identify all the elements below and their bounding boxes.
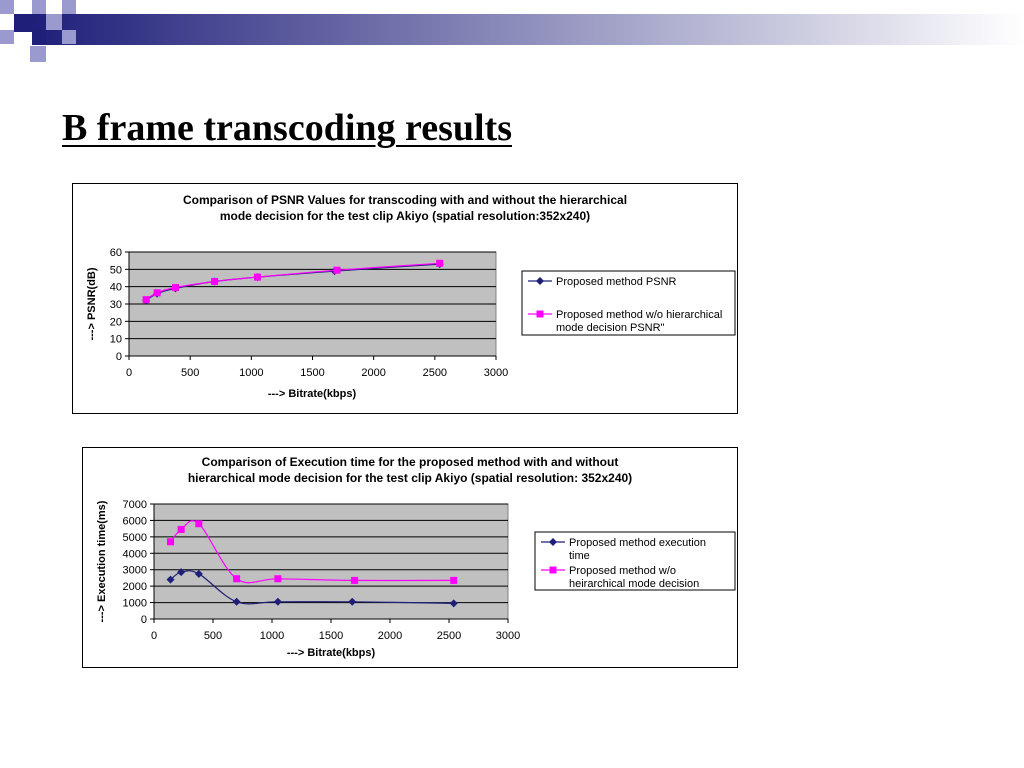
y-tick-label: 6000 — [123, 515, 147, 527]
slide-title: B frame transcoding results — [62, 107, 512, 149]
legend-marker — [549, 538, 557, 546]
legend-box — [534, 531, 736, 591]
y-tick-label: 2000 — [123, 581, 147, 593]
data-point — [232, 597, 241, 606]
data-point — [211, 277, 219, 285]
data-point — [351, 576, 359, 584]
y-tick-label: 7000 — [123, 499, 147, 511]
data-point — [167, 538, 175, 546]
x-tick-label: 3000 — [484, 367, 508, 379]
data-point — [274, 575, 282, 583]
legend-marker — [536, 310, 544, 318]
x-tick-label: 2500 — [423, 367, 447, 379]
chart-title-line: Comparison of Execution time for the pro… — [202, 455, 619, 469]
data-point — [449, 599, 458, 608]
x-tick-label: 2500 — [437, 630, 461, 642]
y-tick-label: 1000 — [123, 598, 147, 610]
legend-label: Proposed method w/o hierarchical — [556, 309, 722, 321]
data-point — [273, 597, 282, 606]
series-1 — [166, 568, 458, 608]
data-point — [436, 259, 444, 267]
legend-label: heirarchical mode decision — [569, 578, 699, 590]
x-tick-label: 0 — [151, 630, 157, 642]
data-point — [142, 296, 150, 304]
data-point — [171, 284, 179, 292]
y-tick-label: 60 — [110, 247, 122, 259]
chart-title-line: mode decision for the test clip Akiyo (s… — [220, 209, 590, 223]
legend-label: mode decision PSNR" — [556, 322, 665, 334]
y-tick-label: 4000 — [123, 548, 147, 560]
x-tick-label: 500 — [181, 367, 199, 379]
x-tick-label: 1500 — [300, 367, 324, 379]
psnr-chart-svg: Comparison of PSNR Values for transcodin… — [86, 193, 736, 400]
y-tick-label: 0 — [116, 351, 122, 363]
chart-title-line: hierarchical mode decision for the test … — [188, 471, 632, 485]
psnr-chart: Comparison of PSNR Values for transcodin… — [72, 183, 738, 414]
x-tick-label: 2000 — [378, 630, 402, 642]
y-axis-label: ---> Execution time(ms) — [96, 500, 108, 622]
x-tick-label: 1000 — [239, 367, 263, 379]
legend-label: Proposed method PSNR — [556, 276, 677, 288]
legend-label: Proposed method execution — [569, 537, 706, 549]
data-point — [450, 576, 458, 584]
legend-label: Proposed method w/o — [569, 565, 676, 577]
x-tick-label: 1000 — [260, 630, 284, 642]
data-point — [194, 569, 203, 578]
y-tick-label: 20 — [110, 316, 122, 328]
data-point — [253, 273, 261, 281]
x-tick-label: 2000 — [361, 367, 385, 379]
series-2 — [142, 259, 444, 304]
execution-time-chart: Comparison of Execution time for the pro… — [82, 447, 738, 668]
x-tick-label: 500 — [204, 630, 222, 642]
data-point — [166, 575, 175, 584]
legend-marker — [536, 277, 544, 285]
series-2 — [167, 520, 458, 584]
legend-box — [521, 270, 736, 336]
x-axis-label: ---> Bitrate(kbps) — [287, 647, 376, 659]
data-point — [153, 289, 161, 297]
header-banner — [0, 0, 1024, 62]
data-point — [233, 575, 241, 583]
y-tick-label: 0 — [141, 614, 147, 626]
x-axis-label: ---> Bitrate(kbps) — [268, 388, 357, 400]
x-tick-label: 0 — [126, 367, 132, 379]
y-tick-label: 3000 — [123, 565, 147, 577]
data-point — [348, 597, 357, 606]
data-point — [177, 568, 186, 577]
y-tick-label: 50 — [110, 264, 122, 276]
legend-label: time — [569, 550, 590, 562]
data-point — [177, 525, 185, 533]
chart-title-line: Comparison of PSNR Values for transcodin… — [183, 193, 627, 207]
y-tick-label: 40 — [110, 282, 122, 294]
data-point — [195, 520, 203, 528]
x-tick-label: 1500 — [319, 630, 343, 642]
y-axis-label: ---> PSNR(dB) — [86, 267, 98, 340]
y-tick-label: 30 — [110, 299, 122, 311]
banner-squares-decoration — [0, 0, 76, 62]
x-tick-label: 3000 — [496, 630, 520, 642]
data-point — [333, 266, 341, 274]
y-tick-label: 10 — [110, 334, 122, 346]
execution-time-chart-svg: Comparison of Execution time for the pro… — [96, 455, 736, 659]
y-tick-label: 5000 — [123, 532, 147, 544]
legend-marker — [549, 566, 557, 574]
